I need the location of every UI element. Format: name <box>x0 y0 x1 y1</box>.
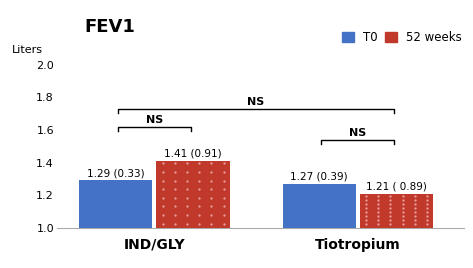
Text: FEV1: FEV1 <box>84 18 135 36</box>
Text: NS: NS <box>146 115 163 125</box>
Text: Liters: Liters <box>12 45 43 55</box>
Bar <box>360 193 433 228</box>
Bar <box>282 184 356 228</box>
Legend: T0, 52 weeks: T0, 52 weeks <box>342 31 462 44</box>
Text: 1.27 (0.39): 1.27 (0.39) <box>290 172 348 182</box>
Bar <box>79 180 152 228</box>
Bar <box>157 161 230 228</box>
Text: 1.21 ( 0.89): 1.21 ( 0.89) <box>366 181 427 192</box>
Text: NS: NS <box>349 128 367 138</box>
Text: 1.29 (0.33): 1.29 (0.33) <box>87 169 145 178</box>
Text: NS: NS <box>247 97 265 107</box>
Text: 1.41 (0.91): 1.41 (0.91) <box>164 149 222 159</box>
